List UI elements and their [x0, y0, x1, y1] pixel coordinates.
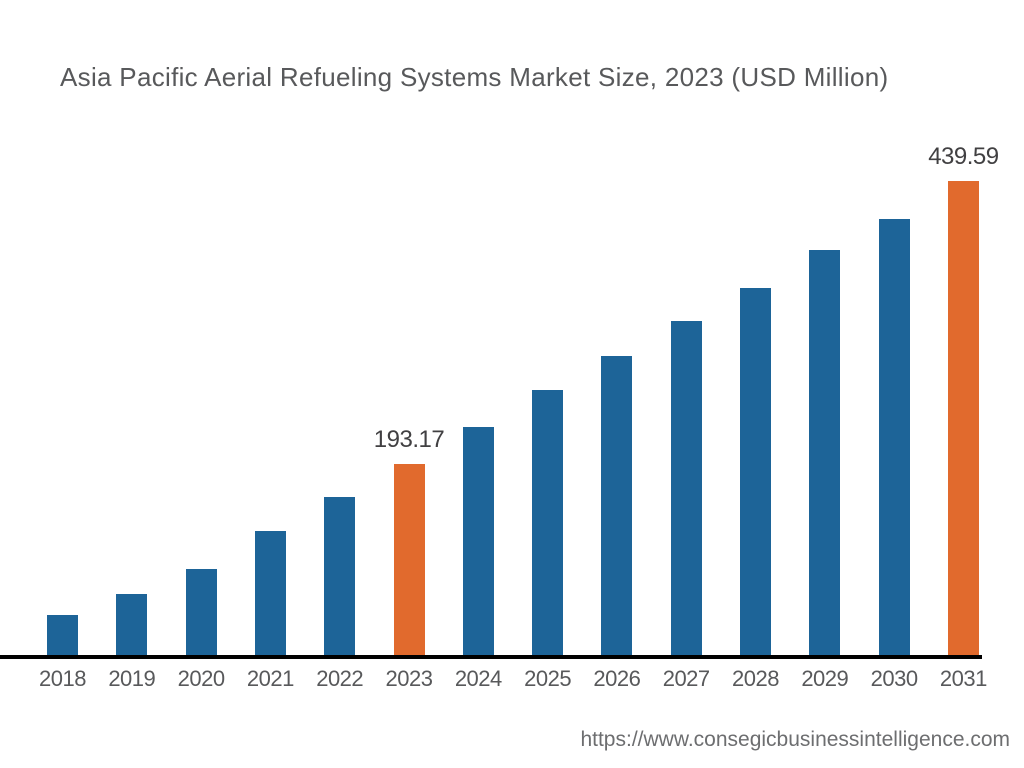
x-axis-label-2022: 2022 [316, 666, 364, 691]
bar-2022 [324, 497, 356, 655]
bar-2031 [947, 181, 979, 655]
bar-value-label-2023: 193.17 [373, 426, 445, 453]
bar-2029 [809, 250, 841, 655]
bar-2027 [670, 321, 702, 655]
bar-2021 [254, 531, 286, 655]
x-axis-label-2025: 2025 [524, 666, 572, 691]
x-axis-line [0, 655, 982, 659]
x-axis-label-2031: 2031 [939, 666, 987, 691]
bar-2023 [393, 464, 425, 655]
x-axis-label-2027: 2027 [662, 666, 710, 691]
x-axis-label-2019: 2019 [108, 666, 156, 691]
x-axis-label-2021: 2021 [246, 666, 294, 691]
bar-2026 [601, 356, 633, 655]
x-axis-label-2020: 2020 [177, 666, 225, 691]
bar-2025 [532, 390, 564, 655]
x-axis-label-2023: 2023 [385, 666, 433, 691]
bar-2020 [185, 569, 217, 655]
bar-2024 [462, 427, 494, 655]
bar-2019 [116, 594, 148, 655]
x-axis-label-2028: 2028 [732, 666, 779, 691]
source-url: https://www.consegicbusinessintelligence… [580, 728, 1010, 751]
bar-2018 [47, 615, 78, 655]
x-axis-label-2024: 2024 [454, 666, 502, 691]
x-axis-label-2018: 2018 [39, 666, 86, 691]
chart-title: Asia Pacific Aerial Refueling Systems Ma… [60, 62, 889, 92]
bar-2028 [740, 288, 771, 655]
x-axis-label-2029: 2029 [801, 666, 849, 691]
bar-2030 [878, 219, 910, 655]
bar-value-label-2031: 439.59 [928, 143, 999, 170]
x-axis-label-2026: 2026 [593, 666, 641, 691]
x-axis-label-2030: 2030 [870, 666, 918, 691]
